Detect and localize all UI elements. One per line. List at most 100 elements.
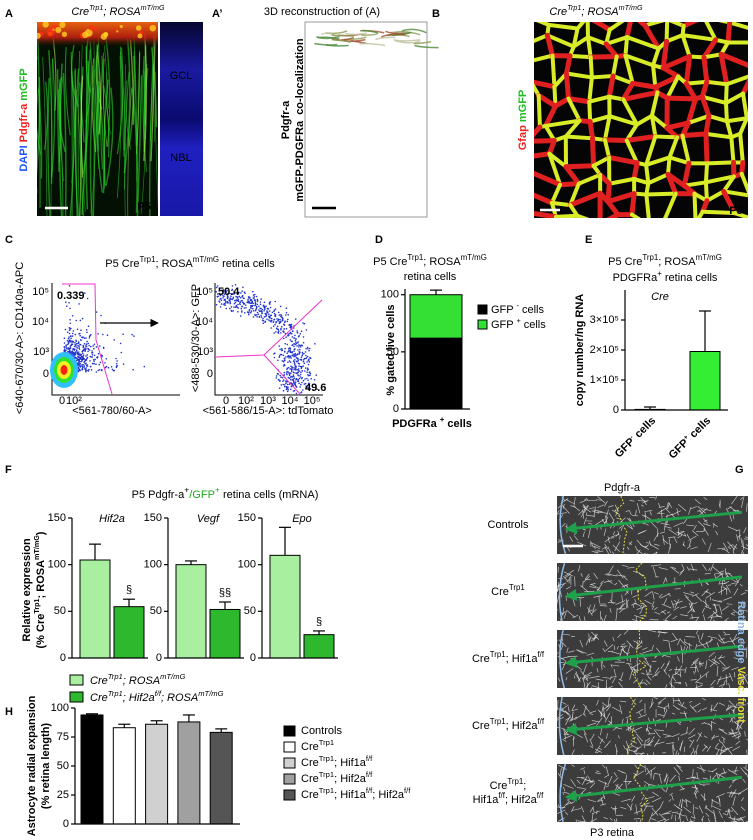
flow-event [80, 320, 82, 322]
vessel [726, 84, 727, 103]
flow-event [69, 319, 71, 321]
flow-event [92, 345, 94, 347]
flow-event [248, 301, 250, 303]
flow-event [306, 378, 308, 380]
panel-label: D [375, 234, 383, 246]
stain-label-part: mGFP [517, 90, 529, 122]
vessel [553, 56, 555, 87]
flow-event [278, 379, 280, 381]
row-label-part: f/f [537, 791, 544, 800]
flow-event [74, 346, 76, 348]
x-tick-label-part: PDGFRa [392, 418, 440, 430]
vessel-spot [47, 29, 55, 37]
row-label-part: ; Hif2a [505, 794, 538, 806]
flow-event [216, 304, 218, 306]
vessel [731, 137, 733, 162]
flow-event [90, 334, 92, 336]
flow-event [83, 365, 85, 367]
flow-event [71, 344, 73, 346]
bar [210, 609, 240, 658]
flow-event [287, 362, 289, 364]
flow-event [70, 328, 72, 330]
significance: §§ [219, 587, 231, 599]
legend-label-part: Cre [301, 757, 319, 769]
flow-event [265, 306, 267, 308]
bar [176, 565, 206, 658]
flow-event [241, 311, 243, 313]
legend-label-part: cells [519, 304, 545, 316]
flow-event [307, 356, 309, 358]
panel-label: B [432, 8, 440, 20]
flow-event [106, 358, 108, 360]
flow-event [249, 297, 251, 299]
flow-event [70, 338, 72, 340]
row-label-part: f/f [537, 717, 544, 726]
flow-event [262, 318, 264, 320]
flow-event [288, 367, 290, 369]
flow-event [133, 335, 135, 337]
flow-event [232, 299, 234, 301]
flow-event [244, 312, 246, 314]
y-tick-label: 100 [144, 559, 162, 571]
flow-event [281, 317, 283, 319]
flow-event [72, 315, 74, 317]
legend-label-part: Cre [90, 675, 108, 687]
vessel [539, 96, 540, 128]
flow-event [87, 351, 89, 353]
flow-event [295, 318, 297, 320]
flow-event [78, 347, 80, 349]
flow-event [297, 341, 299, 343]
flow-event [295, 340, 297, 342]
flow-event [264, 302, 266, 304]
flow-event [254, 296, 256, 298]
flow-event [98, 353, 100, 355]
flow-event [270, 327, 272, 329]
flow-event [293, 354, 295, 356]
flow-event [87, 298, 89, 300]
flow-event [88, 345, 90, 347]
flow-event [302, 352, 304, 354]
flow-event [227, 302, 229, 304]
flow-event [253, 316, 255, 318]
axis-title: <640-670/30-A>: CD140a-APC [14, 262, 26, 414]
flow-event [296, 330, 298, 332]
flow-event [259, 316, 261, 318]
flow-event [285, 380, 287, 382]
flow-event [287, 384, 289, 386]
age-label: P5 [729, 205, 742, 217]
vessel [605, 140, 627, 141]
vessel-spot [43, 21, 49, 27]
flow-event [290, 351, 292, 353]
legend-label-part: GFP [491, 319, 516, 331]
flow-event [219, 298, 221, 300]
vessel-spot [136, 25, 142, 31]
vessel [625, 37, 627, 55]
flow-event [94, 359, 96, 361]
flow-event [306, 329, 308, 331]
flow-event [221, 300, 223, 302]
flow-event [287, 391, 289, 393]
flow-event [308, 350, 310, 352]
flow-event [100, 362, 102, 364]
y-tick-label: 0 [60, 652, 66, 664]
bar [690, 352, 720, 411]
flow-event [75, 353, 77, 355]
flow-event [78, 356, 80, 358]
flow-event [260, 304, 262, 306]
axis-title-part: mT/mG [32, 535, 41, 560]
axis-title: Astrocyte radial expansion [26, 695, 38, 836]
vessel [591, 57, 592, 77]
axis-title: copy number/ng RNA [574, 294, 586, 407]
flow-event [286, 328, 288, 330]
flow-event [262, 323, 264, 325]
legend-label-part: ; ROSA [161, 692, 198, 704]
category-title: Vegf [197, 513, 220, 525]
flow-event [284, 348, 286, 350]
flow-event [260, 308, 262, 310]
flow-event [221, 303, 223, 305]
legend-label-part: Trp1 [319, 754, 334, 763]
flow-event [242, 287, 244, 289]
flow-event [64, 337, 66, 339]
legend-label-part: Cre [301, 773, 319, 785]
